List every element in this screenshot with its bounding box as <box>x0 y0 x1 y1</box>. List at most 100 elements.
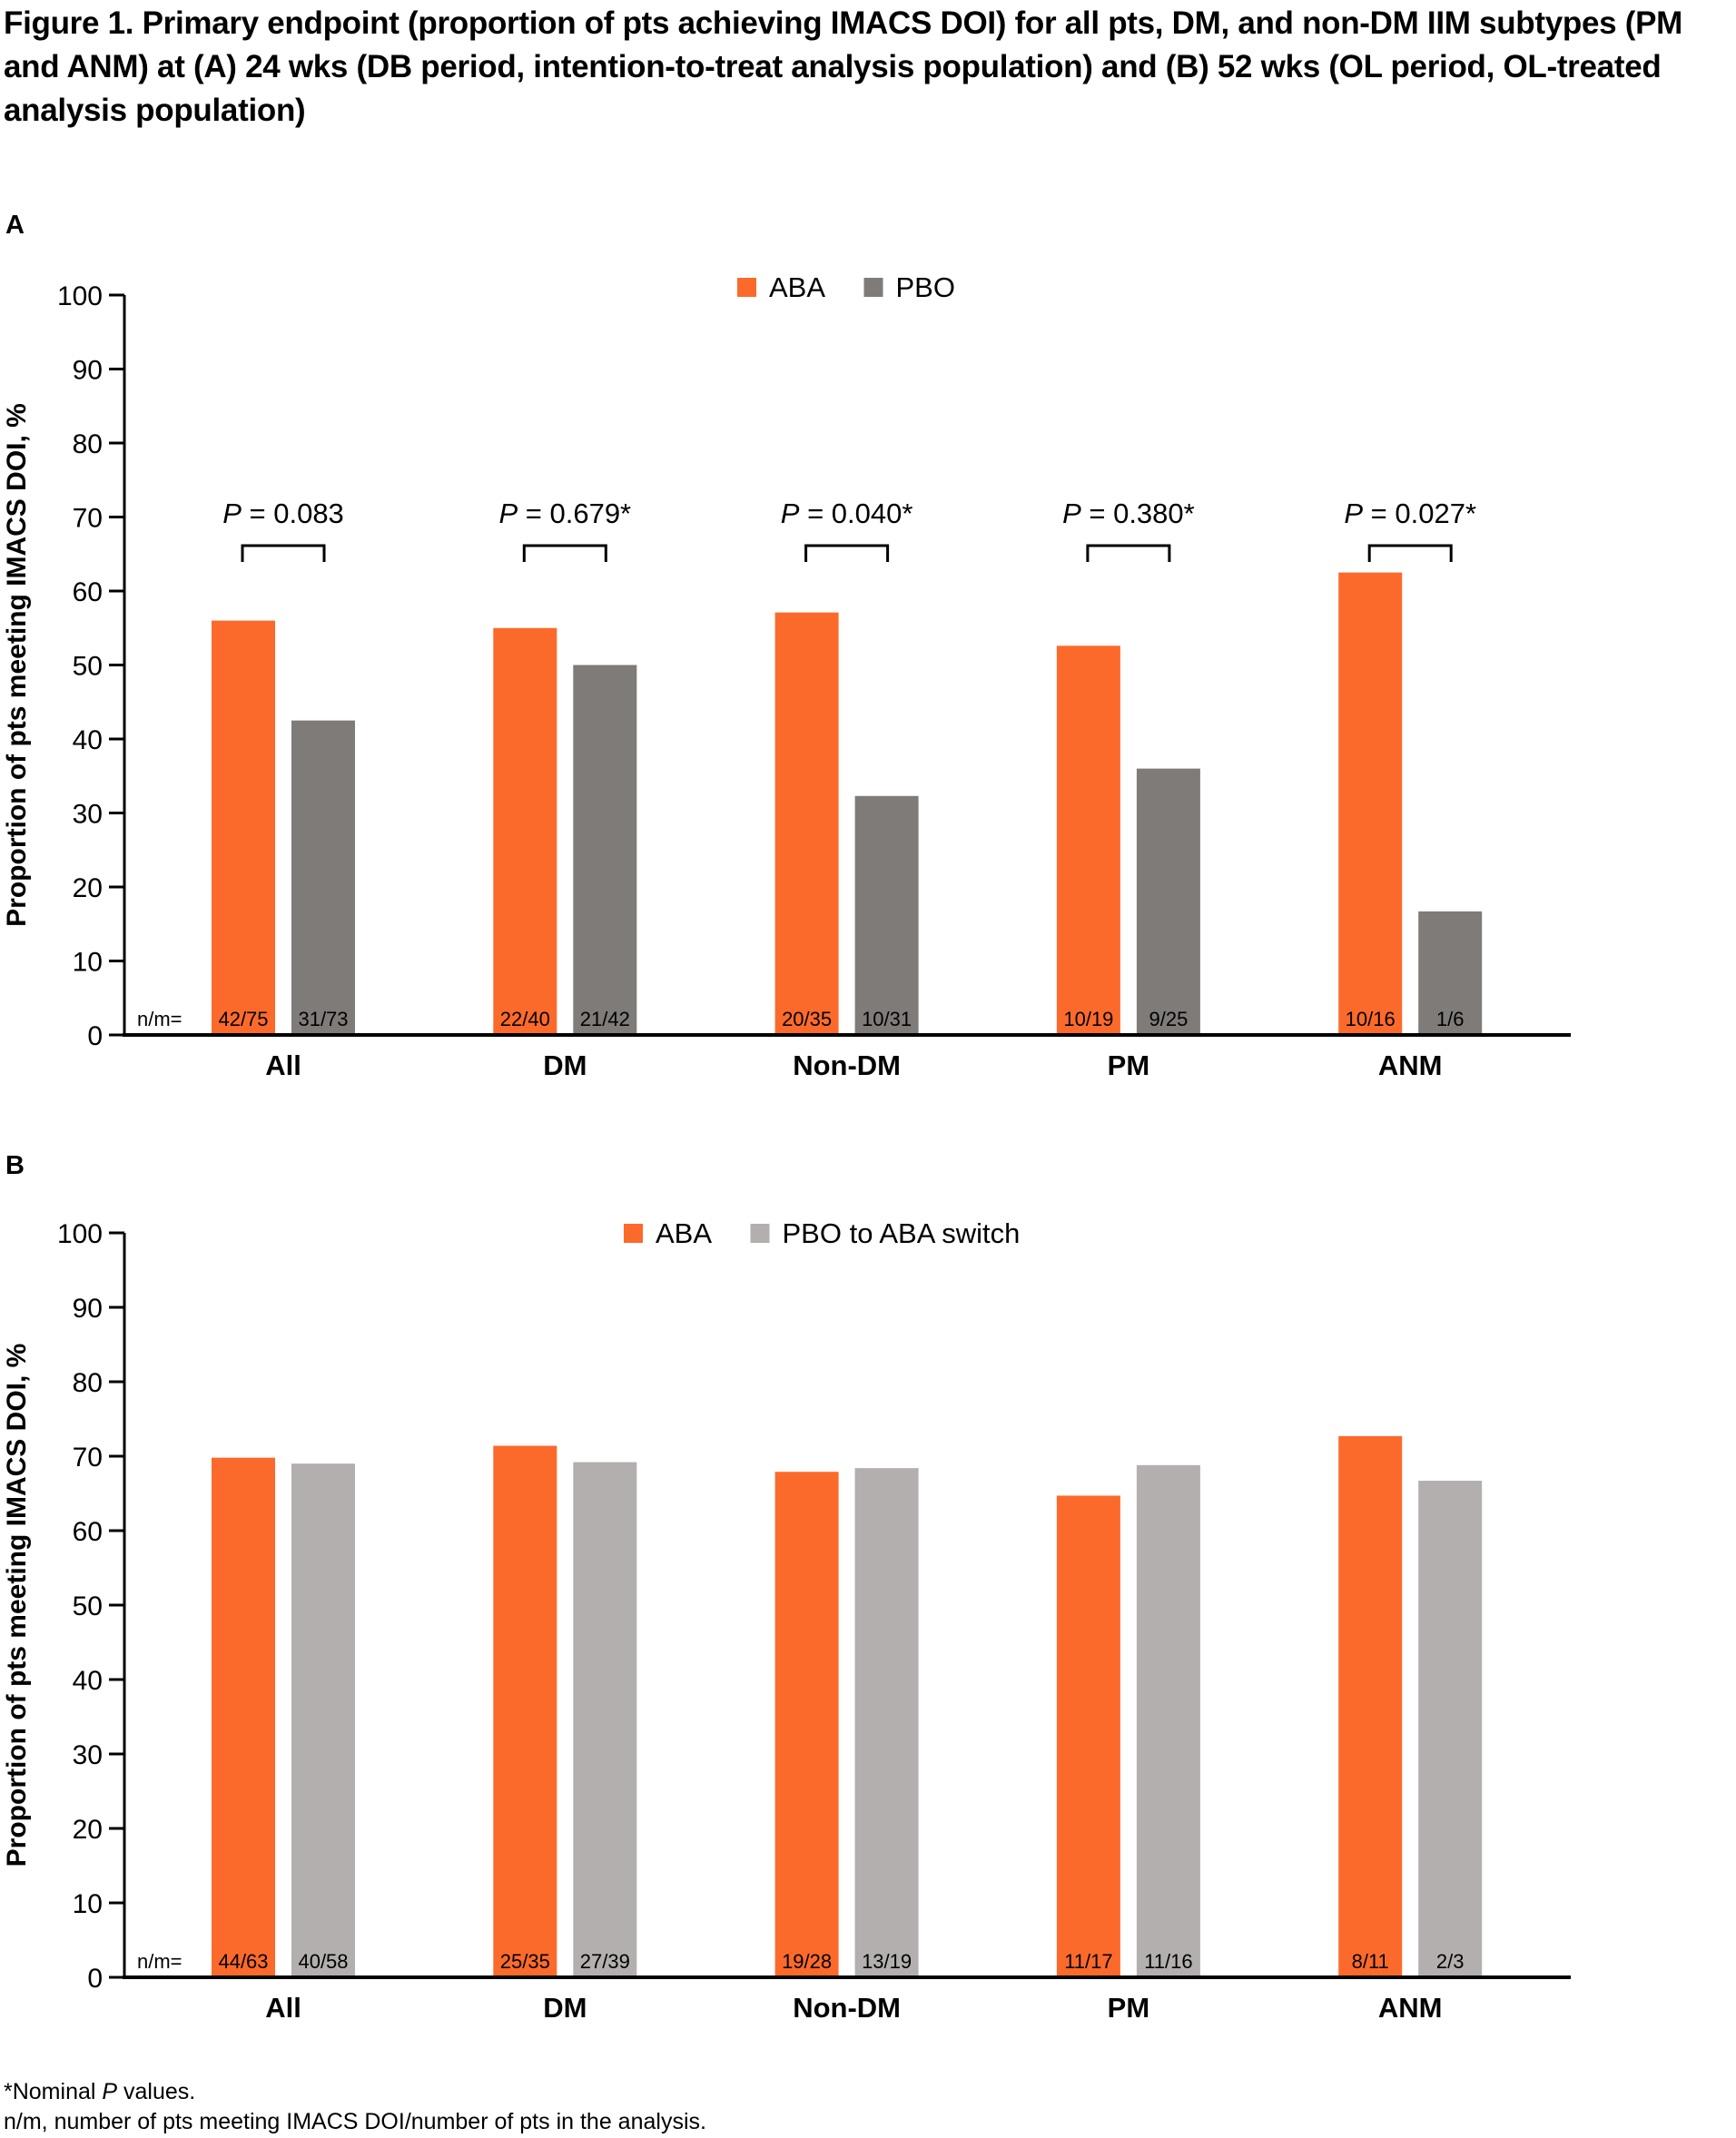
bar-pbo-to-aba-switch-non-dm <box>854 1468 919 1977</box>
figure-title: Figure 1. Primary endpoint (proportion o… <box>4 5 1682 128</box>
bar-aba-non-dm <box>774 612 839 1035</box>
nm-label-pbo-all: 31/73 <box>298 1008 348 1030</box>
p-value-label: P = 0.040* <box>781 498 913 529</box>
p-value-text: = 0.679* <box>518 498 631 529</box>
y-tick-label-10: 10 <box>73 948 103 978</box>
y-tick-label-80: 80 <box>73 429 103 459</box>
p-value-label: P = 0.027* <box>1344 498 1476 529</box>
legend-swatch-pbo <box>863 278 883 297</box>
panel-a-label: A <box>5 211 25 240</box>
bar-pbo-to-aba-switch-dm <box>573 1462 637 1977</box>
bar-aba-anm <box>1338 572 1403 1035</box>
y-tick-label-40: 40 <box>73 1666 103 1696</box>
y-tick-label-60: 60 <box>73 1517 103 1547</box>
nm-label-pbo-pm: 9/25 <box>1149 1008 1188 1030</box>
nm-label-aba-pm: 11/17 <box>1064 1950 1112 1973</box>
bar-aba-non-dm <box>774 1472 839 1977</box>
nm-label-pbo-non-dm: 10/31 <box>862 1008 912 1030</box>
p-symbol: P <box>1062 498 1081 529</box>
y-tick-label-90: 90 <box>73 1294 103 1324</box>
x-tick-label-pm: PM <box>1108 1049 1150 1081</box>
y-tick-label-100: 100 <box>57 281 103 311</box>
significance-bracket <box>1367 544 1453 562</box>
y-tick-label-90: 90 <box>73 356 103 386</box>
bar-pbo-to-aba-switch-pm <box>1136 1464 1200 1977</box>
p-value-annotation-anm: P = 0.027* <box>1344 498 1476 562</box>
x-tick-label-non-dm: Non-DM <box>793 1992 901 2024</box>
nm-label-aba-non-dm: 19/28 <box>782 1950 832 1973</box>
legend-item-pbo: PBO <box>863 271 955 303</box>
x-tick-label-non-dm: Non-DM <box>793 1049 901 1081</box>
p-value-annotation-non-dm: P = 0.040* <box>781 498 913 562</box>
legend-item-pbo-to-aba-switch: PBO to ABA switch <box>750 1217 1021 1249</box>
legend-label-pbo: PBO <box>896 271 955 303</box>
p-value-label: P = 0.380* <box>1062 498 1195 529</box>
bar-pbo-non-dm <box>854 795 919 1035</box>
significance-bracket <box>522 544 607 562</box>
nm-label-pbo-anm: 1/6 <box>1436 1008 1465 1030</box>
p-value-label: P = 0.083 <box>222 498 344 529</box>
p-value-annotation-all: P = 0.083 <box>222 498 344 562</box>
y-tick-label-100: 100 <box>57 1219 103 1249</box>
nm-label-pbo-dm: 21/42 <box>580 1008 630 1030</box>
p-value-label: P = 0.679* <box>498 498 631 529</box>
nm-label-pbo-to-aba-switch-pm: 11/16 <box>1144 1950 1192 1973</box>
legend-item-aba: ABA <box>624 1217 712 1249</box>
y-tick-label-70: 70 <box>73 504 103 534</box>
x-tick-label-dm: DM <box>543 1049 587 1081</box>
bar-pbo-all <box>291 720 355 1035</box>
legend: ABA PBO to ABA switch <box>624 1217 1020 1249</box>
bar-pbo-dm <box>573 665 637 1035</box>
legend-label-aba: ABA <box>769 271 825 303</box>
significance-bracket <box>241 544 326 562</box>
legend-swatch-aba <box>737 278 756 297</box>
bar-aba-all <box>212 1457 275 1977</box>
nm-label-aba-anm: 10/16 <box>1346 1008 1396 1030</box>
x-tick-label-anm: ANM <box>1378 1992 1443 2024</box>
y-tick-label-0: 0 <box>87 1964 103 1994</box>
legend-label-pbo-to-aba-switch: PBO to ABA switch <box>783 1217 1021 1249</box>
bar-pbo-pm <box>1136 768 1200 1035</box>
nm-prefix-label: n/m= <box>137 1950 182 1973</box>
bar-aba-pm <box>1056 645 1120 1035</box>
nm-label-aba-non-dm: 20/35 <box>782 1008 832 1030</box>
y-axis-label: Proportion of pts meeting IMACS DOI, % <box>2 1344 32 1867</box>
nm-label-pbo-to-aba-switch-dm: 27/39 <box>580 1950 630 1973</box>
p-symbol: P <box>781 498 800 529</box>
footnote-nm-definition: n/m, number of pts meeting IMACS DOI/num… <box>4 2109 706 2134</box>
y-tick-label-80: 80 <box>73 1368 103 1398</box>
y-tick-label-30: 30 <box>73 800 103 830</box>
y-axis-label: Proportion of pts meeting IMACS DOI, % <box>2 403 32 927</box>
p-symbol: P <box>222 498 242 529</box>
y-tick-label-20: 20 <box>73 1815 103 1845</box>
significance-bracket <box>1086 544 1171 562</box>
nm-label-aba-dm: 25/35 <box>500 1950 550 1973</box>
y-tick-label-70: 70 <box>73 1443 103 1473</box>
x-tick-label-all: All <box>265 1049 301 1081</box>
y-tick-label-10: 10 <box>73 1889 103 1919</box>
p-value-text: = 0.027* <box>1363 498 1476 529</box>
y-tick-label-50: 50 <box>73 1591 103 1621</box>
p-symbol: P <box>498 498 518 529</box>
significance-bracket <box>804 544 890 562</box>
x-tick-label-pm: PM <box>1108 1992 1150 2024</box>
nm-label-pbo-to-aba-switch-non-dm: 13/19 <box>862 1950 912 1973</box>
nm-label-pbo-to-aba-switch-anm: 2/3 <box>1436 1950 1465 1973</box>
bar-aba-pm <box>1056 1495 1120 1977</box>
bar-pbo-to-aba-switch-all <box>291 1463 355 1977</box>
y-tick-label-30: 30 <box>73 1740 103 1770</box>
nm-label-aba-anm: 8/11 <box>1352 1950 1389 1973</box>
chart-panel-b: Proportion of pts meeting IMACS DOI, % 0 1… <box>2 1217 1571 2024</box>
x-tick-label-all: All <box>265 1992 301 2024</box>
nm-label-aba-dm: 22/40 <box>500 1008 550 1030</box>
p-value-text: = 0.083 <box>242 498 344 529</box>
chart-panel-a: Proportion of pts meeting IMACS DOI, % 0 1… <box>2 271 1571 1081</box>
p-value-annotation-pm: P = 0.380* <box>1062 498 1195 562</box>
legend: ABA PBO <box>737 271 955 303</box>
y-tick-label-60: 60 <box>73 577 103 607</box>
y-tick-label-20: 20 <box>73 873 103 903</box>
p-value-text: = 0.380* <box>1081 498 1195 529</box>
footnotes: *Nominal P values. n/m, number of pts me… <box>4 2077 706 2137</box>
nm-label-aba-pm: 10/19 <box>1063 1008 1113 1030</box>
nm-label-pbo-to-aba-switch-all: 40/58 <box>298 1950 348 1973</box>
